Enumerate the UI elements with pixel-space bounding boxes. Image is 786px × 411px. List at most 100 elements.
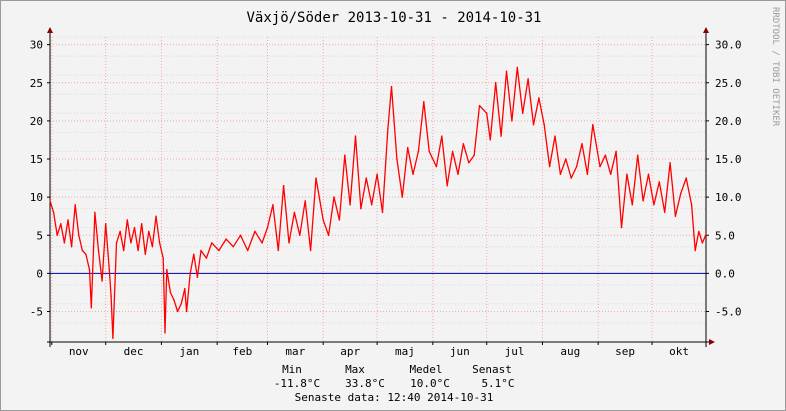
y-axis: 30 30.0 25 25.0 20 20.0 15 15.0 10 10.0 5 5.0 0 0.0 -5…: [30, 39, 742, 319]
data-point: [478, 104, 481, 107]
data-point: [162, 257, 164, 259]
data-point: [626, 173, 628, 175]
data-point: [180, 303, 182, 305]
y-axis-arrow-right: [703, 27, 709, 33]
data-point: [105, 223, 107, 225]
data-point: [390, 85, 393, 88]
data-point: [669, 162, 671, 164]
data-point: [205, 257, 208, 259]
data-point: [360, 207, 362, 210]
data-point: [396, 158, 398, 160]
data-point: [344, 154, 346, 156]
data-point: [315, 177, 317, 179]
data-point: [417, 150, 420, 153]
data-point: [293, 211, 296, 214]
x-tick-label: jun: [450, 345, 470, 358]
y-tick-label-right: 15.0: [715, 153, 742, 166]
y-tick-label-left: -5: [30, 306, 43, 319]
data-point: [108, 268, 111, 271]
data-point: [538, 97, 540, 99]
data-point: [166, 268, 168, 271]
data-point: [60, 223, 62, 225]
data-point: [694, 249, 696, 252]
data-point: [70, 246, 73, 248]
data-point: [565, 158, 567, 160]
data-point: [141, 223, 143, 225]
data-point: [52, 211, 55, 214]
data-point: [137, 249, 139, 252]
data-point: [148, 230, 150, 233]
data-point: [288, 242, 290, 244]
data-point: [401, 196, 403, 198]
data-point: [164, 332, 166, 334]
last-update: Senaste data: 12:40 2014-10-31: [295, 391, 494, 404]
data-point: [78, 234, 80, 236]
data-point: [158, 242, 161, 244]
data-point: [333, 196, 335, 198]
data-point: [637, 154, 639, 156]
data-point: [505, 70, 508, 73]
data-point: [522, 112, 524, 115]
data-point: [189, 272, 191, 275]
data-point: [67, 219, 69, 221]
data-point: [126, 219, 128, 221]
data-point: [261, 242, 263, 244]
data-point: [500, 135, 502, 137]
stat-value-min: -11.8°C: [274, 377, 320, 390]
data-point: [527, 78, 529, 80]
data-point: [225, 238, 227, 240]
data-point: [176, 310, 179, 313]
y-tick-label-right: 10.0: [715, 191, 742, 204]
data-point: [451, 150, 454, 153]
data-point: [615, 150, 617, 153]
x-tick-label: nov: [69, 345, 89, 358]
stat-value-max: 33.8°C: [345, 377, 385, 390]
x-axis: nov dec jan feb mar apr maj jun jul aug sep okt: [51, 342, 689, 358]
x-tick-label: okt: [669, 345, 689, 358]
data-point: [232, 246, 234, 248]
data-point: [435, 165, 438, 168]
grid: [50, 36, 706, 343]
data-point: [495, 82, 497, 84]
data-point: [446, 185, 448, 187]
data-point: [371, 204, 373, 206]
data-point: [610, 173, 612, 175]
data-point: [144, 253, 146, 255]
x-tick-label: apr: [340, 345, 360, 358]
data-point: [468, 162, 470, 164]
y-tick-label-left: 25: [30, 77, 43, 90]
y-tick-label-right: 20.0: [715, 115, 742, 128]
x-tick-label: maj: [395, 345, 415, 358]
data-point: [376, 173, 378, 175]
y-tick-label-left: 5: [36, 229, 43, 242]
stat-value-mean: 10.0°C: [410, 377, 450, 390]
x-tick-label: dec: [124, 345, 144, 358]
data-point: [705, 233, 707, 236]
data-point: [218, 249, 220, 252]
stats-legend: Min Max Medel Senast -11.8°C 33.8°C 10.0…: [274, 363, 515, 404]
x-tick-label: feb: [232, 345, 252, 358]
data-point: [193, 253, 195, 255]
data-point: [185, 310, 188, 313]
data-point: [85, 253, 87, 255]
data-point: [277, 249, 279, 252]
stat-header-max: Max: [345, 363, 365, 376]
temperature-line: [49, 66, 707, 339]
data-point: [599, 165, 601, 168]
data-point: [559, 173, 562, 175]
data-point: [698, 230, 700, 233]
y-tick-label-left: 10: [30, 191, 43, 204]
data-point: [489, 139, 491, 141]
data-point: [151, 246, 154, 248]
data-point: [548, 165, 551, 168]
data-point: [586, 173, 589, 175]
data-point: [90, 307, 93, 309]
data-point: [349, 204, 351, 206]
data-point: [423, 101, 425, 103]
data-point: [119, 230, 121, 233]
y-tick-label-right: 5.0: [715, 229, 735, 242]
data-point: [592, 124, 594, 126]
data-point: [575, 165, 578, 168]
